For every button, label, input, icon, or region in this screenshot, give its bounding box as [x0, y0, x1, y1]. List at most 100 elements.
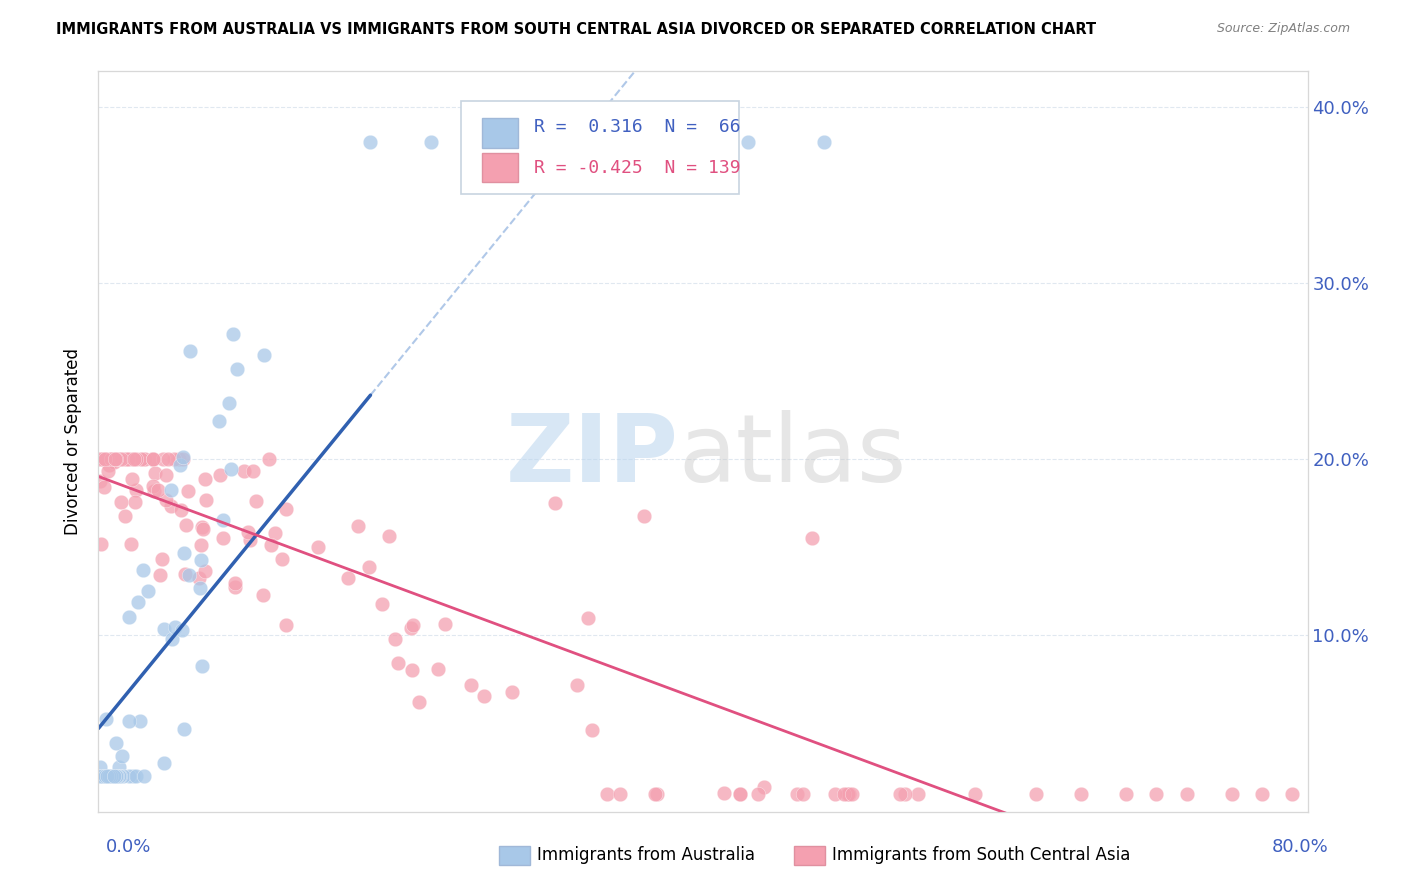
- Point: [105, 769, 128, 783]
- Point: [112, 769, 135, 783]
- Point: [433, 617, 456, 632]
- Point: [94, 769, 117, 783]
- Point: [100, 769, 122, 783]
- Point: [124, 495, 146, 509]
- Point: [148, 483, 170, 497]
- Point: [97, 769, 120, 783]
- Point: [786, 787, 808, 801]
- Point: [122, 769, 145, 783]
- Point: [813, 135, 835, 149]
- Point: [108, 760, 131, 774]
- Point: [221, 461, 243, 475]
- Point: [104, 769, 127, 783]
- Point: [1175, 787, 1198, 801]
- Point: [728, 787, 751, 801]
- Point: [257, 452, 280, 467]
- Point: [117, 452, 139, 467]
- Point: [93, 769, 115, 783]
- Point: [129, 452, 152, 467]
- Point: [190, 538, 212, 552]
- Text: 0.0%: 0.0%: [105, 838, 150, 855]
- Point: [114, 452, 136, 467]
- Point: [97, 769, 120, 783]
- Point: [747, 787, 769, 801]
- Point: [149, 567, 172, 582]
- Point: [359, 559, 381, 574]
- Point: [190, 581, 212, 595]
- Point: [132, 452, 155, 467]
- Point: [163, 452, 186, 467]
- Point: [118, 609, 141, 624]
- Point: [565, 678, 588, 692]
- Point: [105, 769, 128, 783]
- Point: [105, 769, 128, 783]
- Point: [100, 769, 122, 783]
- Point: [104, 452, 127, 467]
- Point: [155, 467, 177, 482]
- Text: Source: ZipAtlas.com: Source: ZipAtlas.com: [1216, 22, 1350, 36]
- Point: [276, 502, 298, 516]
- Text: R =  0.316  N =  66: R = 0.316 N = 66: [534, 118, 741, 136]
- Point: [104, 736, 127, 750]
- Point: [595, 787, 617, 801]
- Point: [107, 769, 129, 783]
- Point: [108, 452, 131, 467]
- Point: [190, 552, 212, 566]
- Point: [190, 520, 212, 534]
- Point: [832, 787, 855, 801]
- Point: [94, 452, 117, 467]
- Point: [271, 552, 294, 566]
- Point: [1281, 787, 1303, 801]
- Point: [142, 452, 165, 467]
- Point: [152, 452, 174, 467]
- Point: [824, 787, 846, 801]
- Point: [581, 723, 603, 737]
- Point: [136, 583, 159, 598]
- Text: 80.0%: 80.0%: [1272, 838, 1329, 855]
- Point: [89, 452, 111, 467]
- Point: [143, 466, 166, 480]
- Text: Immigrants from Australia: Immigrants from Australia: [537, 847, 755, 864]
- Point: [125, 452, 148, 467]
- Point: [169, 458, 191, 472]
- Point: [132, 563, 155, 577]
- Point: [114, 508, 136, 523]
- Point: [90, 537, 112, 551]
- Point: [91, 452, 114, 467]
- Point: [347, 519, 370, 533]
- Point: [91, 769, 114, 783]
- Point: [218, 396, 240, 410]
- Point: [239, 533, 262, 547]
- Point: [728, 787, 751, 801]
- Point: [142, 479, 165, 493]
- Point: [152, 622, 174, 636]
- Point: [224, 580, 246, 594]
- Point: [252, 588, 274, 602]
- Point: [96, 769, 118, 783]
- Point: [894, 787, 917, 801]
- Point: [100, 452, 122, 467]
- Point: [377, 529, 399, 543]
- Point: [103, 769, 125, 783]
- Point: [460, 678, 482, 692]
- Point: [420, 135, 443, 149]
- Point: [260, 538, 283, 552]
- Point: [153, 756, 176, 770]
- Point: [495, 135, 517, 149]
- Point: [132, 769, 155, 783]
- Text: Immigrants from South Central Asia: Immigrants from South Central Asia: [832, 847, 1130, 864]
- Point: [110, 452, 132, 467]
- Point: [965, 787, 987, 801]
- Point: [143, 484, 166, 499]
- Point: [177, 567, 200, 582]
- Bar: [482, 153, 517, 183]
- Point: [172, 623, 194, 637]
- Point: [1144, 787, 1167, 801]
- Point: [107, 452, 129, 467]
- Point: [173, 722, 195, 736]
- Point: [754, 780, 776, 794]
- Point: [120, 537, 142, 551]
- Point: [194, 564, 217, 578]
- Point: [127, 595, 149, 609]
- Point: [426, 662, 449, 676]
